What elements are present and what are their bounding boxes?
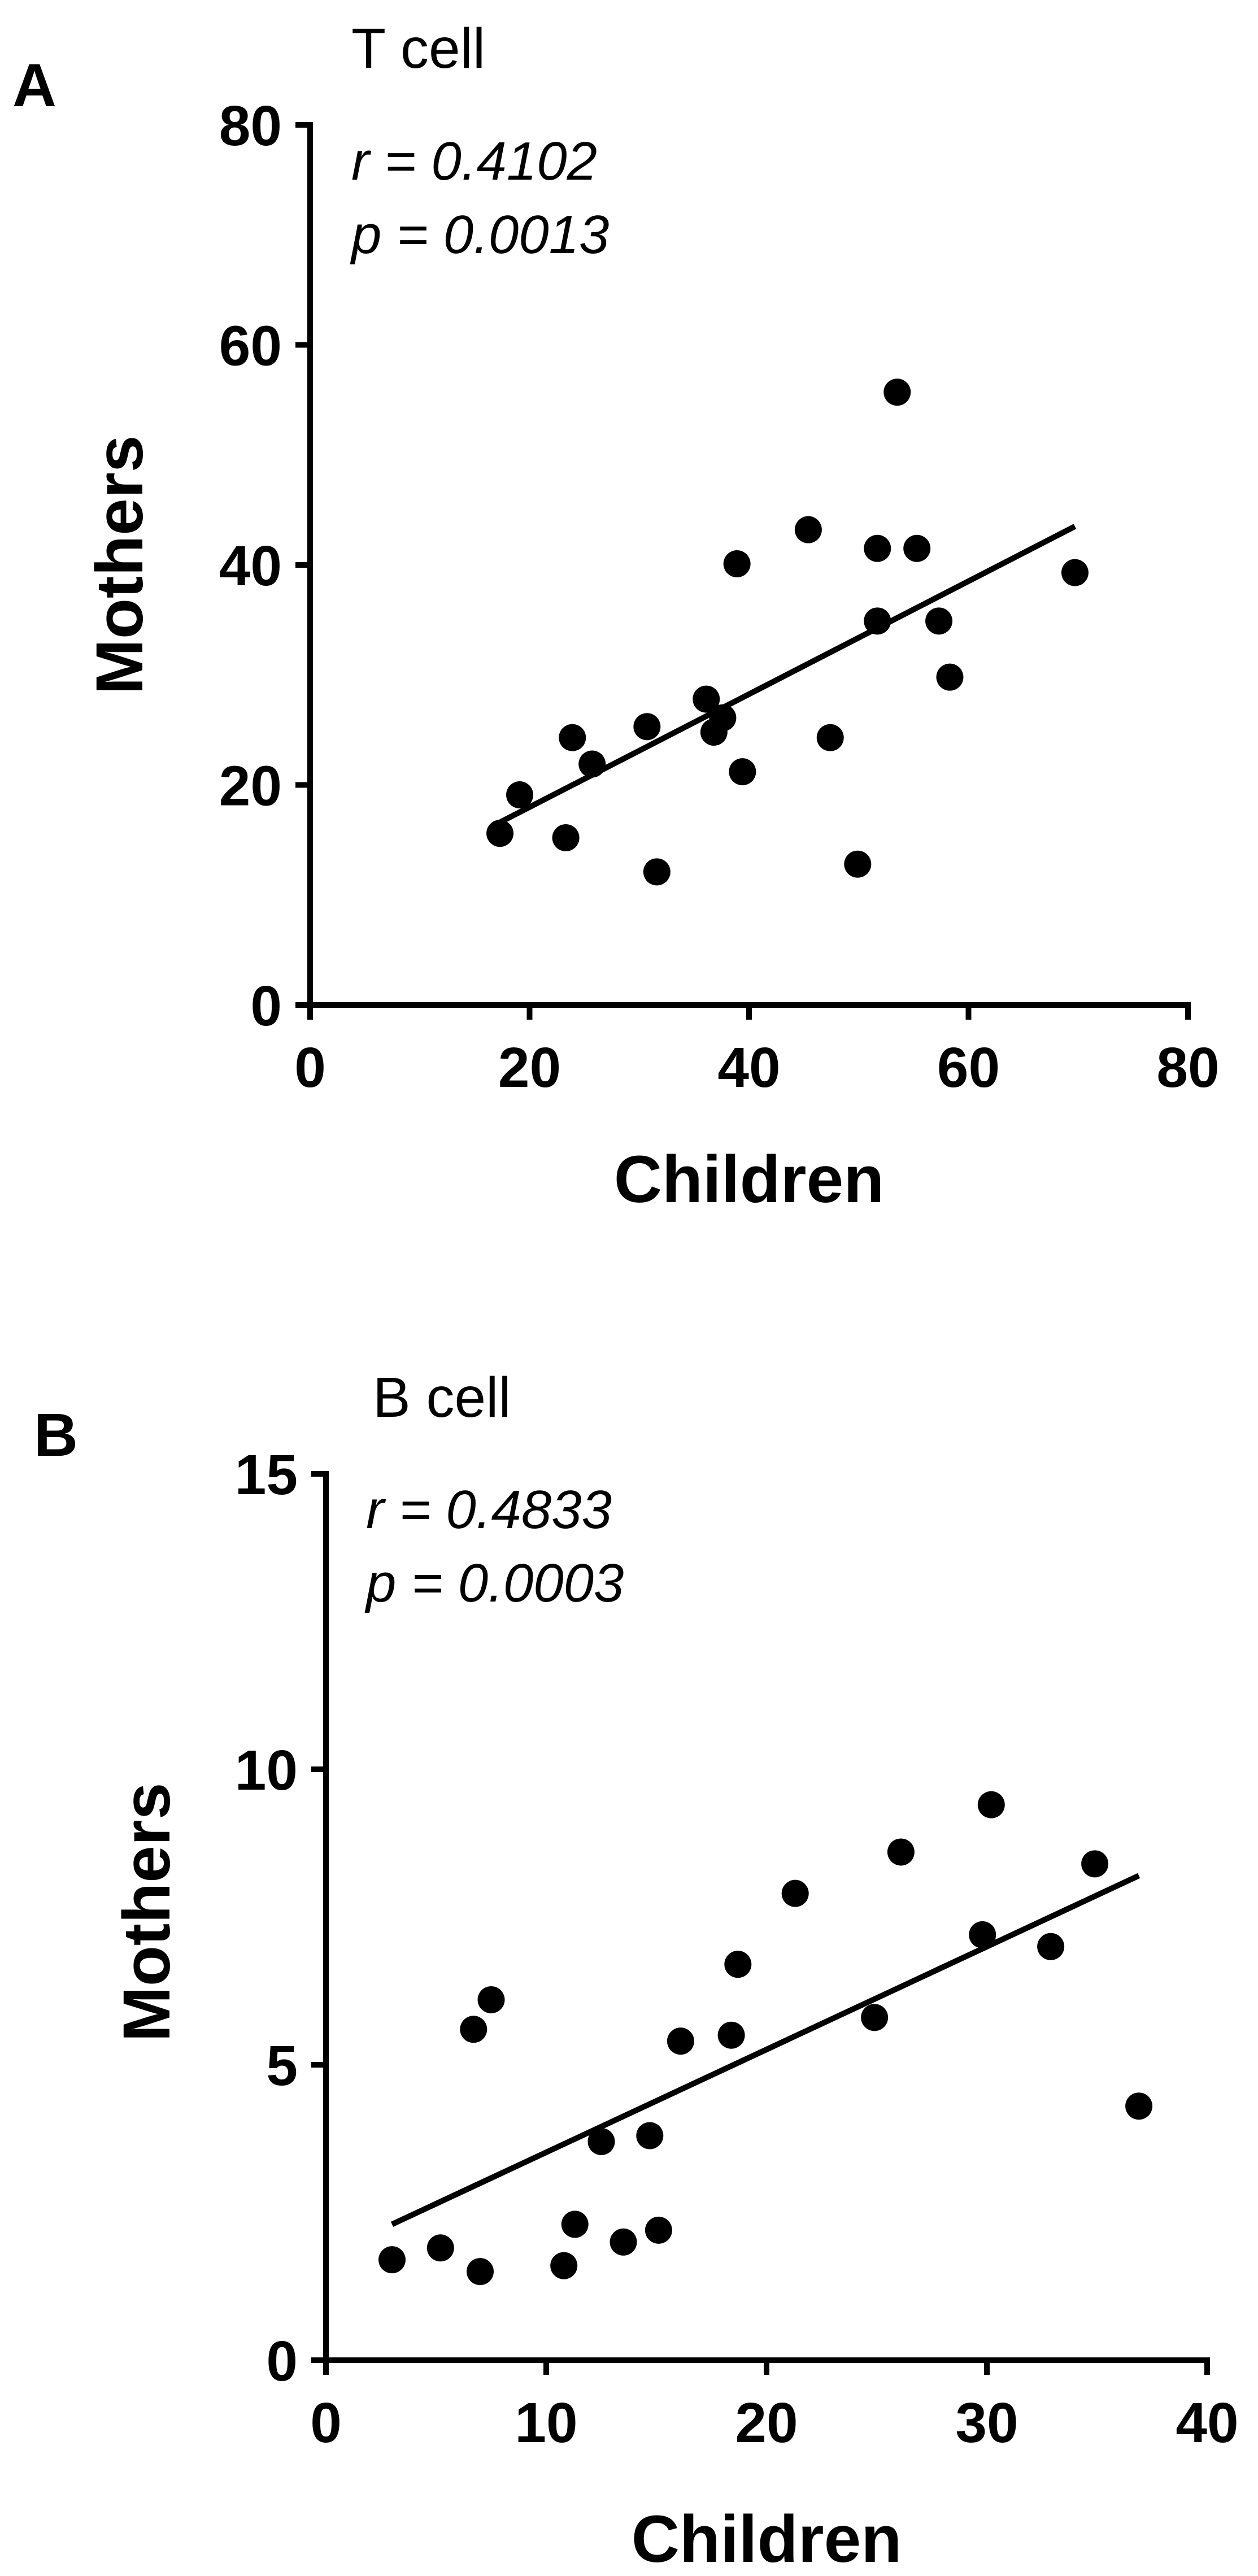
data-point (887, 1838, 915, 1866)
data-point (633, 713, 661, 741)
data-point (610, 2228, 637, 2256)
x-tick-label: 40 (1176, 2391, 1238, 2455)
panel-letter: B (34, 1400, 78, 1469)
x-tick-label: 20 (735, 2391, 798, 2455)
data-point (864, 607, 891, 635)
data-point (709, 704, 737, 732)
panel-b: B B cell r = 0.4833 p = 0.0003 0 10 20 30 40… (34, 1366, 1239, 2576)
p-value: p = 0.0003 (364, 1553, 624, 1613)
data-point (864, 534, 891, 562)
data-marks (486, 378, 1089, 886)
y-tick-label: 5 (266, 2034, 298, 2098)
regression-line (390, 1873, 1141, 2227)
data-point (578, 750, 606, 778)
y-tick-label: 10 (235, 1739, 298, 1802)
data-point (693, 685, 720, 713)
y-axis-label: Mothers (110, 1783, 184, 2042)
data-point (816, 724, 844, 751)
x-tick-label: 20 (498, 1036, 561, 1099)
y-tick-label: 0 (266, 2330, 298, 2393)
x-tick-label: 0 (294, 1036, 326, 1099)
data-point (724, 1951, 752, 1978)
x-tick-label: 40 (717, 1036, 780, 1099)
data-point (723, 550, 751, 578)
x-axis-label: Children (632, 2502, 902, 2576)
x-ticks: 0 20 40 60 80 (294, 1005, 1220, 1099)
data-point (643, 858, 671, 886)
data-point (925, 607, 953, 635)
data-point (844, 850, 872, 878)
data-marks (378, 1791, 1153, 2286)
data-point (426, 2234, 454, 2262)
chart-title: B cell (373, 1366, 511, 1429)
data-point (645, 2216, 672, 2244)
y-tick-label: 80 (219, 94, 282, 158)
regression-line (498, 524, 1077, 825)
data-point (1125, 2092, 1153, 2120)
y-tick-label: 15 (235, 1443, 298, 1507)
y-axis-label: Mothers (82, 436, 157, 695)
data-point (477, 1986, 505, 2013)
data-point (667, 2027, 694, 2055)
data-point (467, 2258, 494, 2286)
y-tick-label: 60 (219, 315, 282, 378)
x-tick-label: 10 (515, 2391, 577, 2455)
data-point (936, 663, 964, 691)
panel-letter: A (12, 51, 56, 119)
data-point (587, 2127, 615, 2155)
data-point (969, 1921, 996, 1948)
data-point (1037, 1933, 1065, 1960)
panel-a: A T cell r = 0.4102 p = 0.0013 0 20 40 60 80… (12, 17, 1220, 1217)
y-ticks: 0 5 10 15 (235, 1443, 326, 2393)
data-point (636, 2122, 664, 2149)
data-point (977, 1791, 1005, 1818)
data-point (559, 724, 586, 751)
r-value: r = 0.4833 (366, 1480, 612, 1540)
x-tick-label: 30 (955, 2391, 1018, 2455)
data-point (794, 516, 822, 543)
data-point (1081, 1850, 1109, 1878)
r-value: r = 0.4102 (351, 131, 597, 192)
data-point (550, 2252, 578, 2279)
y-tick-label: 0 (250, 974, 282, 1038)
data-point (729, 758, 756, 786)
x-ticks: 0 10 20 30 40 (310, 2360, 1239, 2455)
x-tick-label: 60 (937, 1036, 1000, 1099)
data-point (506, 781, 534, 809)
data-point (861, 2004, 889, 2031)
data-point (1061, 559, 1089, 586)
y-ticks: 0 20 40 60 80 (219, 94, 310, 1038)
data-point (486, 820, 514, 847)
data-point (903, 534, 931, 562)
data-point (883, 378, 911, 406)
data-point (460, 2016, 487, 2043)
y-tick-label: 20 (219, 755, 282, 818)
y-tick-label: 40 (219, 534, 282, 598)
data-point (781, 1879, 809, 1907)
chart-title: T cell (351, 17, 485, 80)
data-point (561, 2211, 589, 2238)
data-point (378, 2246, 406, 2274)
data-point (552, 824, 580, 851)
x-tick-label: 80 (1156, 1036, 1219, 1099)
x-tick-label: 0 (310, 2391, 342, 2455)
x-axis-label: Children (614, 1142, 885, 1217)
p-value: p = 0.0013 (350, 204, 609, 265)
data-point (717, 2021, 745, 2049)
